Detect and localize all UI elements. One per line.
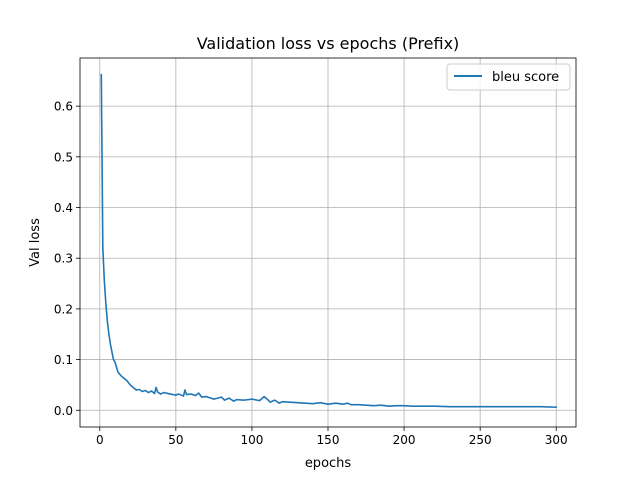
y-axis-label: Val loss	[28, 218, 43, 267]
y-tick-label-0.1: 0.1	[54, 353, 73, 367]
legend-label-bleu-score: bleu score	[492, 70, 559, 85]
y-tick-label-0.2: 0.2	[54, 302, 73, 316]
series-layer	[100, 73, 558, 409]
grid-layer	[80, 58, 576, 427]
chart-title: Validation loss vs epochs (Prefix)	[197, 34, 460, 53]
y-tick-label-0.6: 0.6	[54, 100, 73, 114]
legend-box	[446, 63, 571, 91]
series-line-bleu-score	[100, 73, 558, 409]
x-tick-label-100: 100	[240, 433, 263, 447]
tick-layer: 0 50 100 150 200 250 300 0.0 0.1 0.2 0.3 0.4 0.5 0.6	[54, 100, 568, 447]
x-tick-label-200: 200	[393, 433, 416, 447]
y-tick-label-0.0: 0.0	[54, 404, 73, 418]
y-tick-label-0.3: 0.3	[54, 252, 73, 266]
x-tick-label-50: 50	[168, 433, 183, 447]
x-tick-label-250: 250	[469, 433, 492, 447]
x-tick-label-150: 150	[317, 433, 340, 447]
x-tick-label-300: 300	[545, 433, 568, 447]
legend: bleu score	[446, 63, 571, 91]
y-tick-label-0.5: 0.5	[54, 150, 73, 164]
x-axis-label: epochs	[305, 456, 352, 471]
x-tick-label-0: 0	[96, 433, 104, 447]
y-tick-label-0.4: 0.4	[54, 201, 73, 215]
